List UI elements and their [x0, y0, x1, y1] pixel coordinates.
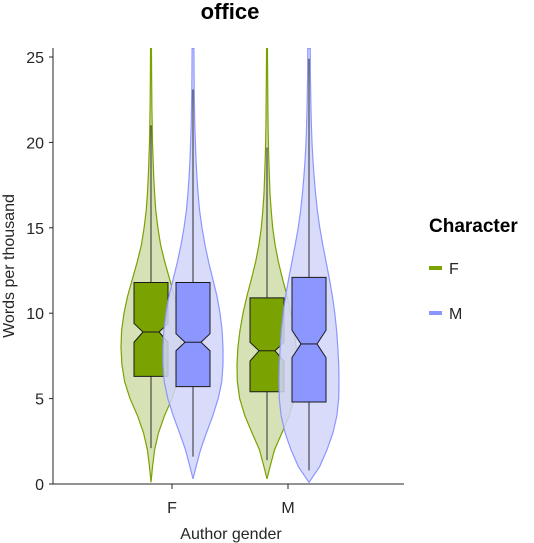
- violin-group-f-m: [162, 48, 224, 480]
- plot-area: [120, 48, 340, 484]
- legend: Character F M: [429, 216, 518, 323]
- y-tick-label: 10: [26, 306, 44, 323]
- y-tick-label: 25: [26, 50, 44, 67]
- legend-label-m: M: [449, 306, 462, 323]
- box-f-m: [175, 281, 211, 388]
- legend-title: Character: [429, 216, 518, 237]
- y-axis-ticks: 0 5 10 15 20 25: [26, 50, 53, 494]
- x-tick-label: F: [167, 500, 177, 517]
- chart-title: office: [201, 0, 260, 24]
- y-axis-label: Words per thousand: [1, 194, 18, 338]
- x-tick-label: M: [281, 500, 294, 517]
- box-m-m: [291, 276, 327, 403]
- y-tick-label: 0: [35, 477, 44, 494]
- y-tick-label: 20: [26, 135, 44, 152]
- y-tick-label: 15: [26, 221, 44, 238]
- violin-group-f-f: [120, 48, 182, 483]
- violin-group-m-m: [278, 48, 340, 484]
- y-tick-label: 5: [35, 392, 44, 409]
- x-axis-label: Author gender: [180, 526, 282, 543]
- legend-label-f: F: [449, 261, 459, 278]
